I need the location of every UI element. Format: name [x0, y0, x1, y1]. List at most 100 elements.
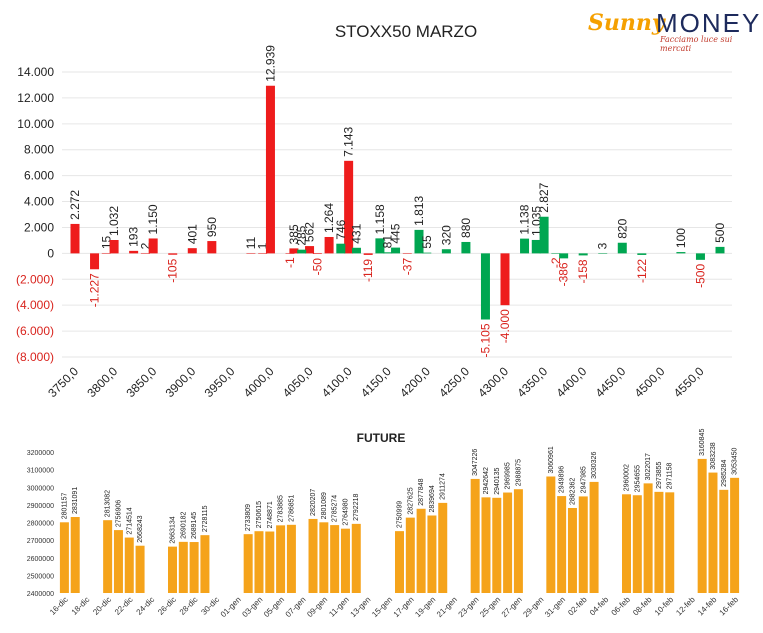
future-x-tick-label: 26-dic: [156, 595, 178, 617]
future-x-tick-label: 12-feb: [674, 595, 697, 618]
brand-logo: Sunny MONEY Facciamo luce sui mercati: [588, 8, 762, 53]
future-x-tick-label: 06-feb: [610, 595, 633, 618]
future-bar: [567, 507, 577, 593]
future-title: FUTURE: [357, 431, 406, 445]
future-data-label: 2689145: [191, 512, 198, 539]
data-label: 562: [303, 222, 317, 242]
data-label: -1.227: [88, 273, 102, 307]
future-data-label: 2783885: [278, 495, 285, 522]
chart-title: STOXX50 MARZO: [335, 22, 477, 41]
put-bar: [391, 247, 401, 254]
future-bar: [340, 528, 350, 593]
call-bar: [187, 248, 197, 254]
data-label: 1.032: [107, 206, 121, 236]
future-data-label: 2960002: [624, 464, 631, 491]
call-bar: [363, 253, 373, 255]
data-label: -37: [400, 258, 414, 276]
data-label: -386: [557, 262, 571, 286]
future-bar: [513, 489, 523, 593]
y-tick-label: 4.000: [24, 195, 54, 209]
logo-sunny-text: Sunny: [588, 10, 665, 36]
data-label: 431: [349, 223, 363, 243]
future-y-tick-label: 3000000: [27, 485, 54, 492]
future-data-label: 2663134: [170, 516, 177, 543]
put-bar: [480, 253, 490, 320]
data-label: 445: [389, 223, 403, 243]
future-bar: [276, 525, 286, 593]
data-label: -105: [166, 258, 180, 282]
put-bar: [520, 238, 530, 254]
future-x-tick-label: 16-dic: [48, 595, 70, 617]
put-bar: [461, 241, 471, 254]
future-data-label: 2801089: [321, 492, 328, 519]
put-bar: [422, 252, 432, 254]
logo-money-text: MONEY: [656, 8, 762, 38]
call-bar: [140, 253, 150, 254]
y-tick-label: 8.000: [24, 143, 54, 157]
call-bar: [70, 223, 80, 254]
call-bar: [90, 253, 100, 270]
future-bar: [427, 515, 437, 593]
data-label: 1.813: [412, 196, 426, 226]
put-bar: [375, 238, 385, 254]
x-tick-label: 4550,0: [671, 364, 707, 400]
future-x-tick-label: 23-gen: [457, 595, 481, 619]
future-bar: [330, 525, 340, 593]
future-bar: [319, 522, 329, 593]
x-tick-label: 4000,0: [241, 364, 277, 400]
data-label: 2.272: [68, 190, 82, 220]
future-bar: [286, 524, 296, 593]
put-bar: [637, 253, 647, 255]
future-data-label: 3047226: [472, 449, 479, 476]
y-tick-label: (6.000): [16, 324, 54, 338]
future-data-label: 2690182: [180, 511, 187, 538]
data-label: 385: [287, 224, 301, 244]
future-data-label: 2969985: [505, 462, 512, 489]
call-bar: [285, 253, 295, 254]
future-bar: [168, 546, 177, 593]
future-data-label: 2733809: [245, 504, 252, 531]
future-data-label: 2971158: [667, 462, 674, 489]
future-x-tick-label: 15-gen: [370, 595, 394, 619]
data-label: 1.138: [518, 204, 532, 234]
call-bar: [109, 239, 119, 254]
data-label: 1: [256, 242, 270, 249]
data-label: 746: [334, 219, 348, 239]
y-tick-label: 2.000: [24, 220, 54, 234]
future-bar: [589, 481, 599, 593]
future-data-label: 2801157: [61, 492, 68, 519]
call-bar: [168, 253, 178, 255]
x-tick-label: 4050,0: [280, 364, 316, 400]
data-label: 100: [674, 228, 688, 248]
future-x-tick-label: 10-feb: [653, 595, 676, 618]
future-bar: [70, 517, 80, 593]
future-data-label: 3053450: [732, 447, 739, 474]
data-label: -500: [693, 264, 707, 288]
put-bar: [383, 252, 393, 254]
call-bar: [289, 248, 299, 254]
call-bar: [265, 85, 275, 254]
future-y-tick-label: 3200000: [27, 450, 54, 457]
future-y-tick-label: 2700000: [27, 538, 54, 545]
data-label: -50: [310, 258, 324, 276]
future-bar: [308, 518, 318, 593]
y-tick-label: 12.000: [17, 91, 54, 105]
data-label: 1.150: [146, 204, 160, 234]
x-tick-label: 3850,0: [123, 364, 159, 400]
future-bar: [189, 542, 199, 593]
x-tick-label: 4150,0: [358, 364, 394, 400]
options-open-interest-chart: STOXX50 MARZO14.00012.00010.0008.0006.00…: [16, 22, 732, 400]
future-data-label: 2882362: [569, 478, 576, 505]
future-x-tick-label: 05-gen: [262, 595, 286, 619]
y-tick-label: (8.000): [16, 350, 54, 364]
data-label: 950: [205, 217, 219, 237]
y-tick-label: 10.000: [17, 117, 54, 131]
data-label: -4.000: [498, 309, 512, 343]
future-bar: [665, 492, 675, 593]
y-tick-label: 14.000: [17, 65, 54, 79]
future-y-tick-label: 2900000: [27, 503, 54, 510]
data-label: 285: [295, 225, 309, 245]
put-bar: [441, 249, 451, 254]
future-x-tick-label: 17-gen: [392, 595, 416, 619]
put-bar: [297, 249, 307, 254]
